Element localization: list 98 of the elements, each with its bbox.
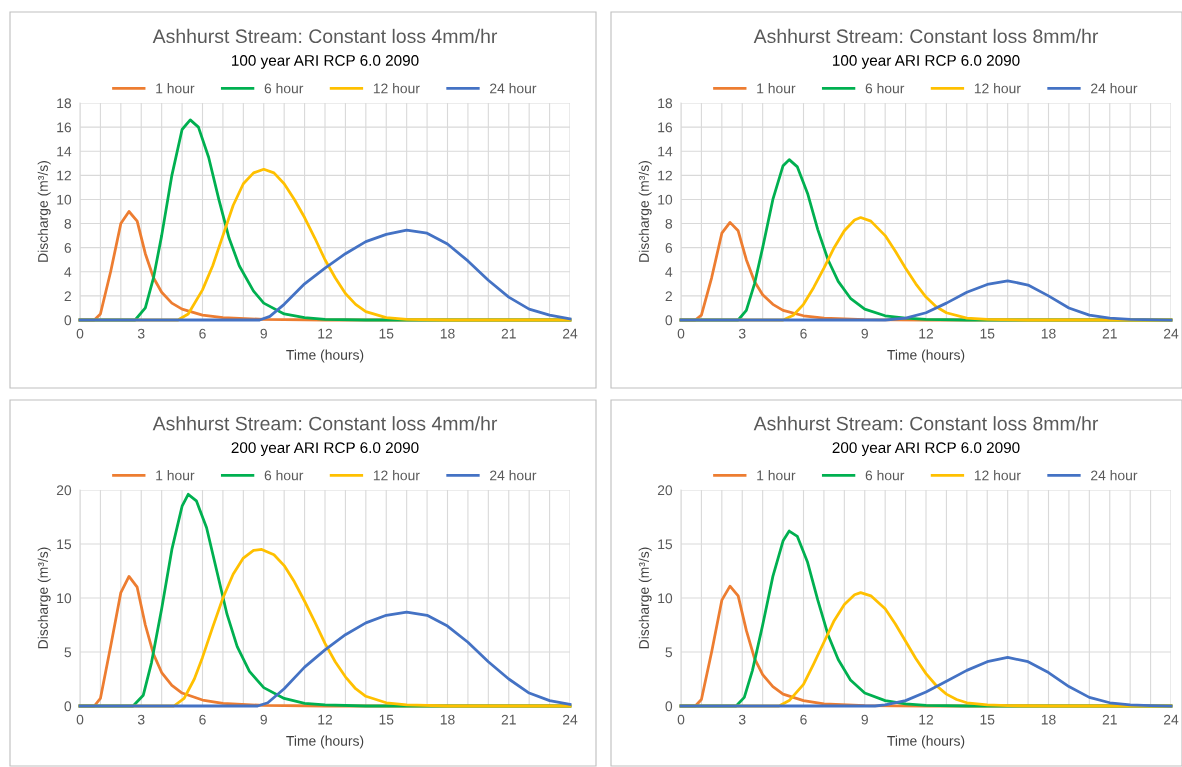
x-tick-label: 0 xyxy=(76,328,84,339)
y-tick-label: 18 xyxy=(57,98,72,109)
x-tick-label: 18 xyxy=(1041,328,1056,339)
y-tick-label: 0 xyxy=(665,701,673,712)
y-tick-label: 10 xyxy=(57,194,72,205)
legend-label: 24 hour xyxy=(1091,470,1138,481)
y-tick-label: 4 xyxy=(665,267,673,277)
chart-title: Ashhurst Stream: Constant loss 8mm/hr xyxy=(753,28,1099,44)
legend-label: 12 hour xyxy=(373,470,420,481)
y-tick-label: 6 xyxy=(665,243,673,253)
x-tick-label: 15 xyxy=(980,328,995,339)
y-tick-label: 8 xyxy=(64,218,72,229)
x-tick-label: 6 xyxy=(800,714,807,725)
legend-label: 1 hour xyxy=(156,83,195,94)
x-tick-label: 18 xyxy=(440,714,455,725)
legend-label: 12 hour xyxy=(974,470,1021,481)
x-tick-label: 12 xyxy=(318,328,333,339)
chart-subtitle: 200 year ARI RCP 6.0 2090 xyxy=(832,442,1020,457)
x-tick-label: 6 xyxy=(800,328,807,339)
chart-title: Ashhurst Stream: Constant loss 4mm/hr xyxy=(152,28,498,44)
x-tick-label: 18 xyxy=(440,328,455,339)
x-tick-label: 12 xyxy=(919,714,934,725)
x-tick-label: 6 xyxy=(199,714,206,725)
x-axis-title: Time (hours) xyxy=(286,735,364,749)
y-tick-label: 0 xyxy=(64,315,72,326)
legend-label: 24 hour xyxy=(490,470,537,481)
x-tick-label: 21 xyxy=(501,328,516,339)
legend-label: 6 hour xyxy=(865,470,905,481)
y-tick-label: 5 xyxy=(665,647,673,658)
x-tick-label: 21 xyxy=(501,714,516,725)
x-tick-label: 15 xyxy=(379,714,394,725)
legend-label: 24 hour xyxy=(1091,83,1138,94)
chart-title: Ashhurst Stream: Constant loss 4mm/hr xyxy=(152,416,498,431)
y-axis-title: Discharge (m³/s) xyxy=(37,161,51,262)
y-tick-label: 14 xyxy=(658,146,673,157)
legend-label: 1 hour xyxy=(156,470,195,481)
legend-label: 12 hour xyxy=(974,83,1021,94)
y-axis-title: Discharge (m³/s) xyxy=(638,547,652,649)
x-tick-label: 3 xyxy=(137,714,145,725)
x-tick-label: 18 xyxy=(1041,714,1056,725)
y-tick-label: 20 xyxy=(657,485,673,496)
y-tick-label: 2 xyxy=(665,291,672,301)
x-tick-label: 21 xyxy=(1102,714,1117,725)
legend-label: 12 hour xyxy=(373,83,420,94)
x-tick-label: 9 xyxy=(861,714,868,725)
y-tick-label: 12 xyxy=(658,170,672,181)
x-tick-label: 24 xyxy=(562,714,578,725)
x-tick-label: 9 xyxy=(861,328,868,339)
y-tick-label: 0 xyxy=(665,315,673,326)
chart-subtitle: 200 year ARI RCP 6.0 2090 xyxy=(231,442,419,457)
x-tick-label: 0 xyxy=(76,714,84,725)
x-axis-title: Time (hours) xyxy=(887,349,965,363)
x-tick-label: 3 xyxy=(738,328,746,339)
x-tick-label: 6 xyxy=(199,328,206,339)
x-tick-label: 9 xyxy=(260,714,267,725)
y-tick-label: 10 xyxy=(658,194,673,205)
legend-label: 6 hour xyxy=(264,83,304,94)
y-tick-label: 20 xyxy=(56,485,72,496)
y-tick-label: 2 xyxy=(64,291,71,301)
chart-subtitle: 100 year ARI RCP 6.0 2090 xyxy=(232,55,419,69)
y-tick-label: 8 xyxy=(665,218,673,229)
y-axis-title: Discharge (m³/s) xyxy=(37,547,51,649)
y-tick-label: 6 xyxy=(64,243,72,253)
y-tick-label: 16 xyxy=(658,122,673,133)
y-tick-label: 10 xyxy=(57,593,72,604)
x-tick-label: 21 xyxy=(1102,328,1117,339)
legend-label: 1 hour xyxy=(757,470,796,481)
x-tick-label: 12 xyxy=(919,328,934,339)
x-tick-label: 15 xyxy=(379,328,394,339)
y-tick-label: 0 xyxy=(64,701,72,712)
x-tick-label: 24 xyxy=(562,328,578,339)
x-tick-label: 12 xyxy=(318,714,333,725)
x-tick-label: 3 xyxy=(738,714,746,725)
x-tick-label: 24 xyxy=(1163,328,1179,339)
y-tick-label: 15 xyxy=(57,539,72,550)
y-axis-title: Discharge (m³/s) xyxy=(638,161,652,262)
y-tick-label: 16 xyxy=(57,122,72,133)
y-tick-label: 4 xyxy=(64,267,72,277)
legend-label: 24 hour xyxy=(490,83,537,94)
legend-label: 6 hour xyxy=(264,470,304,481)
x-axis-title: Time (hours) xyxy=(286,349,364,363)
x-tick-label: 9 xyxy=(260,328,267,339)
legend-label: 6 hour xyxy=(865,83,905,94)
x-tick-label: 24 xyxy=(1163,714,1179,725)
x-axis-title: Time (hours) xyxy=(887,735,965,749)
y-tick-label: 18 xyxy=(658,98,673,109)
y-tick-label: 5 xyxy=(64,647,72,658)
x-tick-label: 0 xyxy=(677,714,685,725)
x-tick-label: 15 xyxy=(980,714,995,725)
x-tick-label: 3 xyxy=(137,328,145,339)
y-tick-label: 14 xyxy=(57,146,72,157)
chart-subtitle: 100 year ARI RCP 6.0 2090 xyxy=(833,55,1020,69)
y-tick-label: 12 xyxy=(57,170,71,181)
chart-title: Ashhurst Stream: Constant loss 8mm/hr xyxy=(753,416,1099,431)
y-tick-label: 15 xyxy=(658,539,673,550)
x-tick-label: 0 xyxy=(677,328,685,339)
y-tick-label: 10 xyxy=(658,593,673,604)
legend-label: 1 hour xyxy=(757,83,796,94)
